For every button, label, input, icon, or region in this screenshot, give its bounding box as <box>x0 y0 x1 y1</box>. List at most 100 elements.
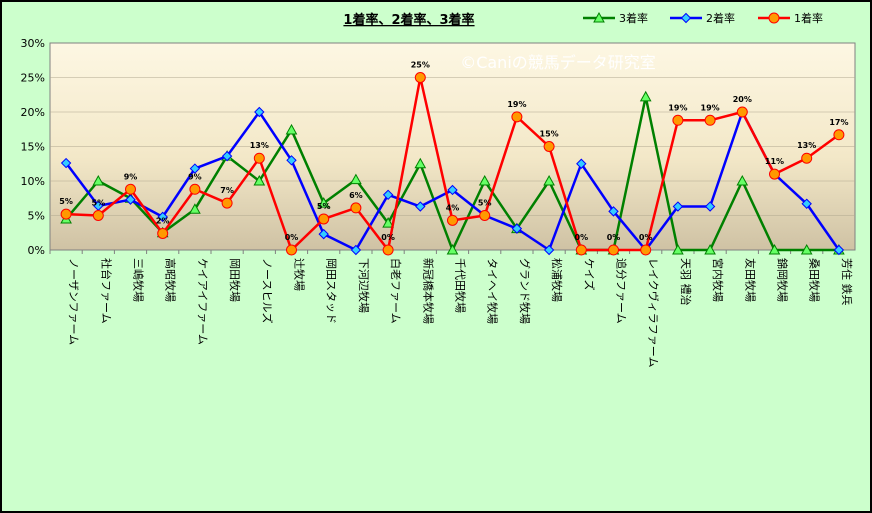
x-category-label: 宮内牧場 <box>711 258 725 302</box>
data-label: 19% <box>507 100 526 109</box>
data-point <box>800 243 813 255</box>
data-point <box>704 243 716 255</box>
data-point <box>801 152 813 164</box>
data-label: 9% <box>124 172 138 181</box>
data-label: 0% <box>285 233 299 242</box>
x-category-label: タイヘイ牧場 <box>486 258 500 324</box>
series-diamond <box>60 106 845 256</box>
data-point <box>382 189 394 201</box>
data-label: 11% <box>765 157 784 166</box>
data-point <box>317 197 330 208</box>
data-label: 13% <box>797 141 816 150</box>
data-point <box>639 90 652 102</box>
data-point <box>125 194 136 205</box>
data-point <box>769 168 780 180</box>
x-axis: ノーザンファーム 社台ファーム 三嶋牧場 高昭牧場 ケイアイファーム 岡田牧場 ノースヒルズ… <box>49 250 854 367</box>
data-point <box>125 183 136 195</box>
data-point <box>253 152 265 164</box>
x-category-label: 岡田スタッド <box>325 258 338 324</box>
data-label: 9% <box>188 172 202 181</box>
data-point <box>350 202 362 214</box>
gridlines <box>50 77 855 216</box>
data-point <box>92 210 104 221</box>
y-tick-label: 10% <box>21 175 45 188</box>
data-point <box>189 203 201 214</box>
legend: 3着率 2着率 1着率 <box>583 11 823 25</box>
data-point <box>672 114 684 126</box>
x-category-label: グランド牧場 <box>518 258 532 324</box>
data-point <box>608 244 619 256</box>
x-category-label: 岡田牧場 <box>228 258 242 302</box>
data-point <box>286 244 297 256</box>
data-point <box>350 244 362 256</box>
data-point <box>768 243 781 255</box>
data-point <box>768 12 780 24</box>
data-point <box>543 141 555 152</box>
legend-label: 2着率 <box>706 11 735 25</box>
x-category-label: 白老ファーム <box>389 258 403 324</box>
data-label: 5% <box>59 197 73 206</box>
data-point <box>640 244 652 256</box>
data-labels: 5% 5% 9% 2% 9% 7% 13% 0% 5% 6% 0% 25% 4% 5% 19% 15% 0% 0%… <box>59 61 848 243</box>
x-category-label: 錦岡牧場 <box>776 258 790 302</box>
data-point <box>253 174 266 186</box>
data-point <box>833 129 845 141</box>
data-label: 6% <box>349 191 363 200</box>
data-point <box>575 244 587 256</box>
x-category-label: 友田牧場 <box>743 258 757 302</box>
data-point <box>447 214 458 226</box>
data-point <box>382 217 394 228</box>
data-point <box>318 228 329 240</box>
y-tick-label: 30% <box>21 37 45 50</box>
x-category-label: 桑田牧場 <box>808 258 822 302</box>
data-label: 5% <box>478 199 492 208</box>
data-point <box>318 213 330 225</box>
data-point <box>704 114 716 126</box>
data-point <box>833 244 845 256</box>
data-point <box>704 201 716 212</box>
x-category-label: ケイアイファーム <box>196 258 209 345</box>
x-category-label: ノースヒルズ <box>260 258 274 323</box>
data-point <box>157 211 168 223</box>
data-point <box>285 123 298 135</box>
data-point <box>254 106 265 118</box>
data-label: 13% <box>250 141 269 150</box>
x-category-label: レイクヴィラファーム <box>647 258 661 367</box>
data-label: 4% <box>446 203 460 212</box>
data-label: 25% <box>411 61 430 70</box>
y-tick-label: 15% <box>21 141 45 154</box>
data-point <box>221 197 233 209</box>
series-circle <box>60 72 845 256</box>
data-point <box>478 174 491 186</box>
x-category-label: 芳住 鉄兵 <box>840 258 854 306</box>
data-label: 5% <box>92 199 106 208</box>
x-category-label: 高昭牧場 <box>164 258 178 302</box>
data-point <box>672 201 684 212</box>
x-category-label: 天羽 禮治 <box>679 258 693 306</box>
legend-entry: 1着率 <box>758 11 823 25</box>
legend-entry: 3着率 <box>583 11 648 25</box>
data-label: 7% <box>220 186 234 195</box>
y-tick-label: 25% <box>21 72 45 85</box>
x-category-label: ケイズ <box>582 258 596 290</box>
data-point <box>414 157 427 169</box>
y-tick-label: 5% <box>28 210 45 223</box>
data-point <box>221 150 233 162</box>
data-point <box>447 184 458 196</box>
data-label: 15% <box>540 130 559 139</box>
data-point <box>593 11 605 23</box>
data-point <box>382 244 394 256</box>
data-label: 19% <box>668 103 687 112</box>
x-category-label: 下河辺牧場 <box>357 258 371 313</box>
x-category-label: ノーザンファーム <box>67 258 80 345</box>
data-point <box>672 243 684 255</box>
data-point <box>157 227 169 239</box>
data-point <box>414 72 426 83</box>
data-label: 19% <box>701 103 720 112</box>
legend-entry: 2着率 <box>670 11 735 25</box>
data-point <box>736 106 748 118</box>
x-category-label: 追分ファーム <box>615 258 629 324</box>
data-label: 2% <box>156 216 170 225</box>
legend-label: 1着率 <box>794 11 823 25</box>
